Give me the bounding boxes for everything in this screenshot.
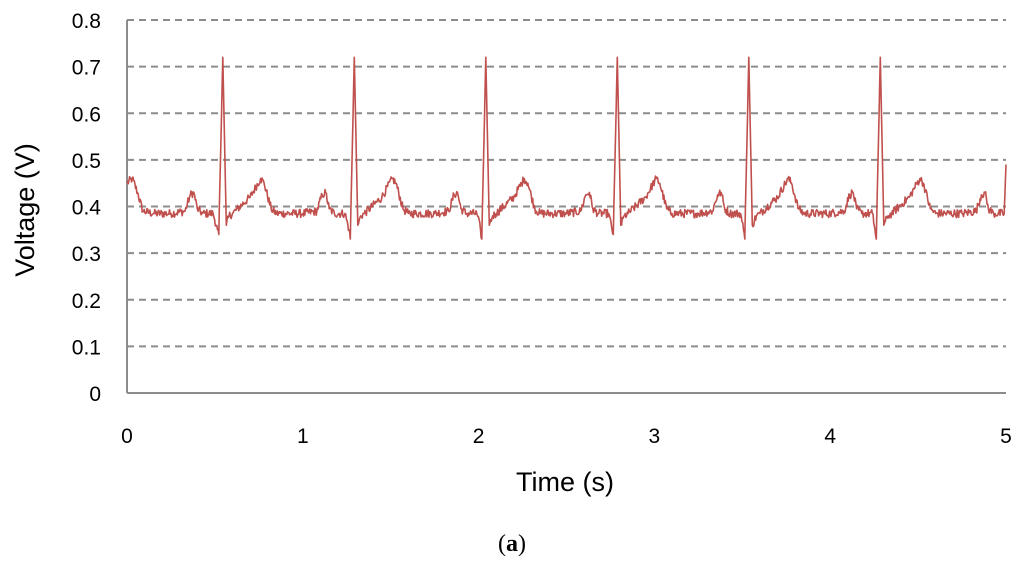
figure-caption: (a) — [498, 531, 526, 557]
y-tick-label-5: 0.5 — [72, 150, 101, 173]
x-axis-title: Time (s) — [516, 467, 614, 497]
y-axis-title: Voltage (V) — [10, 143, 40, 277]
y-tick-label-4: 0.4 — [72, 197, 102, 220]
caption-letter: a — [506, 531, 518, 557]
x-tick-label-1: 1 — [297, 425, 309, 448]
x-tick-label-2: 2 — [473, 425, 485, 448]
x-tick-labels: 0 1 2 3 4 5 — [121, 425, 1012, 448]
y-tick-label-7: 0.7 — [72, 57, 101, 80]
y-tick-label-1: 0.1 — [72, 336, 101, 359]
y-tick-label-0: 0 — [89, 383, 101, 406]
caption-open: ( — [498, 531, 506, 557]
caption-close: ) — [518, 531, 526, 557]
x-tick-label-0: 0 — [121, 425, 133, 448]
voltage-line — [126, 56, 1007, 240]
y-tick-label-6: 0.6 — [72, 103, 101, 126]
x-tick-label-5: 5 — [1000, 425, 1012, 448]
y-tick-labels: 0 0.1 0.2 0.3 0.4 0.5 0.6 0.7 0.8 — [72, 10, 102, 406]
y-tick-label-3: 0.3 — [72, 243, 101, 266]
axes — [126, 20, 1006, 394]
voltage-series — [126, 56, 1007, 240]
x-tick-label-4: 4 — [824, 425, 836, 448]
y-tick-label-2: 0.2 — [72, 290, 101, 313]
y-tick-label-8: 0.8 — [72, 10, 101, 33]
x-tick-label-3: 3 — [649, 425, 661, 448]
